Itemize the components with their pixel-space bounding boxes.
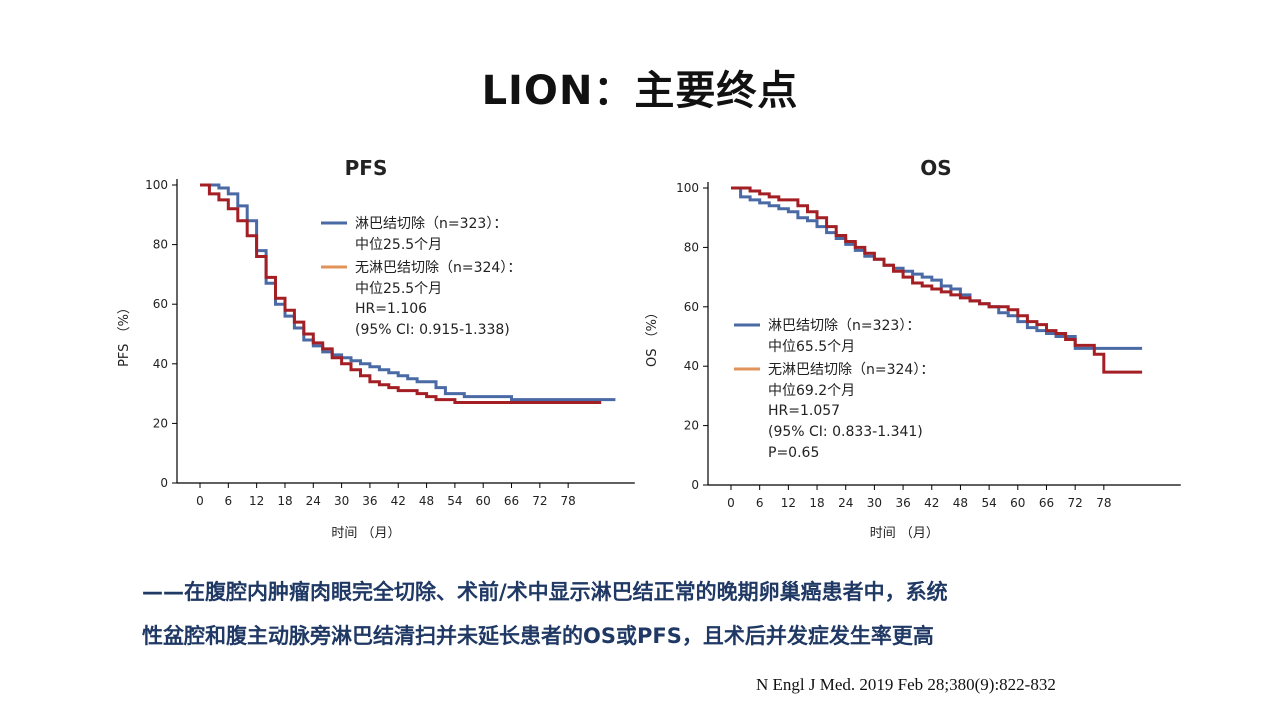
series-line-1 [731,186,1143,350]
stat-annotation: (95% CI: 0.833-1.341) [768,424,923,440]
y-tick-label: 100 [676,181,699,195]
legend-label-2: 无淋巴结切除（n=324）： [768,362,934,378]
x-tick-label: 30 [334,494,349,508]
x-tick-label: 0 [196,494,204,508]
series-line-2 [200,183,602,404]
stat-annotation: (95% CI: 0.915-1.338) [355,322,510,338]
y-axis-label: OS （%） [645,306,660,367]
x-tick-label: 60 [1010,496,1025,510]
y-tick-label: 80 [153,238,168,252]
stat-annotation: HR=1.057 [768,403,840,419]
series-line-2 [731,186,1143,374]
x-tick-label: 48 [953,496,968,510]
x-tick-label: 6 [224,494,232,508]
x-tick-label: 18 [809,496,824,510]
x-tick-label: 18 [277,494,292,508]
legend-sublabel-2: 中位25.5个月 [355,281,442,297]
y-tick-label: 80 [684,240,699,254]
citation: N Engl J Med. 2019 Feb 28;380(9):822-832 [756,675,1056,694]
conclusion-text: ——在腹腔内肿瘤肉眼完全切除、术前/术中显示淋巴结正常的晚期卵巢癌患者中，系统 … [142,570,1222,658]
stat-annotation: HR=1.106 [355,301,427,317]
x-tick-label: 78 [1096,496,1111,510]
y-axis-label: PFS （%） [117,301,132,367]
y-tick-label: 60 [684,300,699,314]
y-tick-label: 20 [153,416,168,430]
stat-annotation: P=0.65 [768,445,819,461]
x-tick-label: 48 [419,494,434,508]
x-tick-label: 24 [306,494,321,508]
chart-title: PFS [345,156,388,180]
slide-title: LION：主要终点 [481,68,799,114]
y-tick-label: 60 [153,297,168,311]
legend-label-1: 淋巴结切除（n=323）： [355,216,507,232]
y-tick-label: 0 [691,478,699,492]
x-tick-label: 42 [924,496,939,510]
y-tick-label: 0 [160,476,168,490]
legend-sublabel-1: 中位25.5个月 [355,237,442,253]
conclusion-line-1: ——在腹腔内肿瘤肉眼完全切除、术前/术中显示淋巴结正常的晚期卵巢癌患者中，系统 [142,580,948,604]
legend-sublabel-1: 中位65.5个月 [768,339,855,355]
x-tick-label: 42 [391,494,406,508]
x-axis-label: 时间 （月） [331,526,400,541]
y-tick-label: 20 [684,419,699,433]
chart-title: OS [920,156,951,180]
x-tick-label: 12 [249,494,264,508]
conclusion-line-2: 性盆腔和腹主动脉旁淋巴结清扫并未延长患者的OS或PFS，且术后并发症发生率更高 [142,624,934,648]
x-tick-label: 78 [561,494,576,508]
pfs-chart: PFS 0 20 40 60 80 100 0 6 12 18 24 30 36 42 48 54 60 66 72 7… [117,156,635,541]
y-tick-label: 40 [153,357,168,371]
y-tick-label: 100 [145,178,168,192]
os-chart: OS 0 20 40 60 80 100 0 6 12 18 24 30 36 42 48 54 60 66 72 78… [645,156,1181,541]
x-tick-label: 60 [476,494,491,508]
x-axis-label: 时间 （月） [870,526,939,541]
legend-label-1: 淋巴结切除（n=323）： [768,318,920,334]
legend-sublabel-2: 中位69.2个月 [768,383,855,399]
x-tick-label: 30 [867,496,882,510]
x-tick-label: 12 [781,496,796,510]
legend-label-2: 无淋巴结切除（n=324）： [355,260,521,276]
series-line-1 [200,183,616,402]
x-tick-label: 66 [504,494,519,508]
y-tick-label: 40 [684,359,699,373]
x-tick-label: 66 [1039,496,1054,510]
x-tick-label: 72 [532,494,547,508]
x-tick-label: 0 [727,496,735,510]
x-tick-label: 54 [447,494,462,508]
x-tick-label: 6 [756,496,764,510]
x-tick-label: 24 [838,496,853,510]
x-tick-label: 36 [895,496,910,510]
x-tick-label: 72 [1068,496,1083,510]
x-tick-label: 54 [981,496,996,510]
x-tick-label: 36 [362,494,377,508]
